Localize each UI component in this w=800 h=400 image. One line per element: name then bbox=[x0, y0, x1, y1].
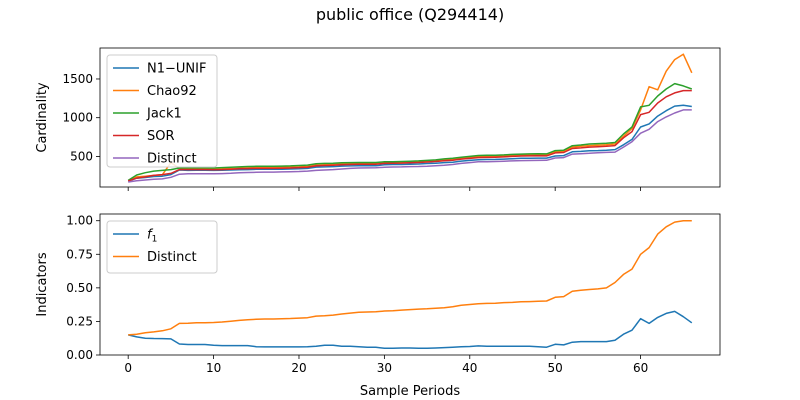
legend-label: Jack1 bbox=[146, 107, 182, 122]
series-line-1-1 bbox=[128, 219, 692, 336]
legend-label: SOR bbox=[147, 129, 175, 144]
x-tick-label: 30 bbox=[377, 361, 392, 375]
y-tick-label: 0.75 bbox=[66, 247, 93, 261]
legend-label: f1 bbox=[147, 228, 157, 245]
x-tick-label: 60 bbox=[633, 361, 648, 375]
y-tick-label: 0.25 bbox=[66, 314, 93, 328]
x-tick-label: 20 bbox=[291, 361, 306, 375]
legend-box bbox=[106, 54, 218, 168]
series-line-0-2 bbox=[127, 82, 693, 182]
y-tick-label: 500 bbox=[70, 149, 93, 163]
legend-label: N1−UNIF bbox=[147, 62, 206, 77]
figure-title: public office (Q294414) bbox=[316, 5, 504, 24]
y-tick-label: 0.00 bbox=[66, 348, 93, 362]
series-line-0-3 bbox=[127, 89, 692, 182]
x-axis-label: Sample Periods bbox=[360, 384, 460, 399]
legend-label: Distinct bbox=[147, 152, 197, 167]
y-axis-label: Indicators bbox=[35, 252, 50, 316]
series-line-0-4 bbox=[128, 109, 692, 183]
cardinality-panel: 500 1000 1500 Cardinality N1−UNIF Chao92 Jack1… bbox=[35, 47, 721, 191]
legend-box bbox=[106, 220, 218, 274]
y-tick-label: 1.00 bbox=[66, 214, 93, 228]
x-tick-label: 0 bbox=[124, 361, 132, 375]
indicators-panel: 0 10 20 30 40 50 60 0.00 0.25 0.50 0.75 1.00 Indicat… bbox=[35, 213, 721, 375]
legend-label: Distinct bbox=[147, 250, 197, 265]
axes-frame bbox=[99, 213, 721, 356]
y-tick-label: 1000 bbox=[62, 111, 93, 125]
x-tick-label: 50 bbox=[548, 361, 563, 375]
series-line-1-0 bbox=[128, 310, 693, 350]
x-tick-label: 40 bbox=[462, 361, 477, 375]
y-axis-label: Cardinality bbox=[35, 82, 50, 153]
legend-label: Chao92 bbox=[147, 84, 197, 99]
y-tick-label: 1500 bbox=[62, 72, 93, 86]
y-tick-label: 0.50 bbox=[66, 281, 93, 295]
x-tick-label: 10 bbox=[206, 361, 221, 375]
series-line-0-1 bbox=[127, 53, 693, 182]
